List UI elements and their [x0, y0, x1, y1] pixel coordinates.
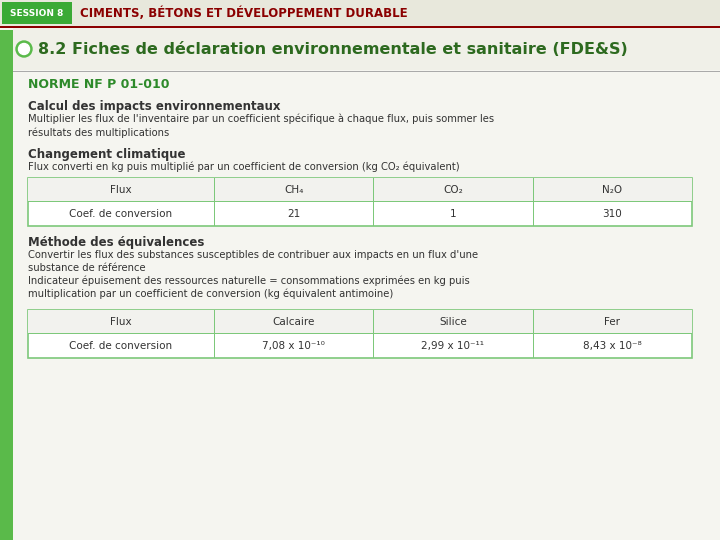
Bar — [28, 310, 692, 358]
Bar — [0, 26, 720, 28]
Text: Indicateur épuisement des ressources naturelle = consommations exprimées en kg p: Indicateur épuisement des ressources nat… — [28, 275, 469, 299]
Bar — [28, 333, 692, 334]
Bar — [373, 178, 374, 226]
Bar — [28, 178, 692, 202]
Text: CH₄: CH₄ — [284, 185, 303, 195]
Text: Méthode des équivalences: Méthode des équivalences — [28, 236, 204, 249]
Text: Flux converti en kg puis multiplié par un coefficient de conversion (kg CO₂ équi: Flux converti en kg puis multiplié par u… — [28, 162, 459, 172]
Circle shape — [19, 44, 30, 55]
Text: SESSION 8: SESSION 8 — [10, 9, 63, 17]
Text: Coef. de conversion: Coef. de conversion — [69, 209, 173, 219]
Text: 8,43 x 10⁻⁸: 8,43 x 10⁻⁸ — [583, 341, 642, 351]
Text: Calcaire: Calcaire — [272, 317, 315, 327]
Text: Flux: Flux — [110, 185, 132, 195]
Bar — [373, 310, 374, 358]
Text: N₂O: N₂O — [602, 185, 622, 195]
Text: 1: 1 — [450, 209, 456, 219]
Text: Silice: Silice — [439, 317, 467, 327]
Text: 7,08 x 10⁻¹⁰: 7,08 x 10⁻¹⁰ — [262, 341, 325, 351]
Text: 2,99 x 10⁻¹¹: 2,99 x 10⁻¹¹ — [421, 341, 485, 351]
Bar — [28, 310, 692, 334]
Text: Convertir les flux des substances susceptibles de contribuer aux impacts en un f: Convertir les flux des substances suscep… — [28, 250, 478, 273]
Bar — [0, 0, 720, 26]
Text: 8.2 Fiches de déclaration environnementale et sanitaire (FDE&S): 8.2 Fiches de déclaration environnementa… — [38, 42, 628, 57]
Text: CIMENTS, BÉTONS ET DÉVELOPPEMENT DURABLE: CIMENTS, BÉTONS ET DÉVELOPPEMENT DURABLE — [80, 6, 408, 20]
Text: Flux: Flux — [110, 317, 132, 327]
Text: Fer: Fer — [604, 317, 621, 327]
Bar — [2, 2, 72, 24]
Circle shape — [16, 41, 32, 57]
Bar — [0, 30, 13, 540]
Bar — [13, 28, 720, 70]
Bar — [28, 201, 692, 202]
Bar — [214, 310, 215, 358]
Text: CO₂: CO₂ — [443, 185, 463, 195]
Text: Calcul des impacts environnementaux: Calcul des impacts environnementaux — [28, 100, 281, 113]
Text: NORME NF P 01-010: NORME NF P 01-010 — [28, 78, 169, 91]
Bar — [13, 71, 720, 72]
Text: Coef. de conversion: Coef. de conversion — [69, 341, 173, 351]
Bar — [214, 178, 215, 226]
Text: Changement climatique: Changement climatique — [28, 148, 186, 161]
Bar — [533, 310, 534, 358]
Bar — [533, 178, 534, 226]
Text: 310: 310 — [603, 209, 622, 219]
Bar — [28, 178, 692, 226]
Text: Multiplier les flux de l'inventaire par un coefficient spécifique à chaque flux,: Multiplier les flux de l'inventaire par … — [28, 114, 494, 138]
Text: 21: 21 — [287, 209, 300, 219]
